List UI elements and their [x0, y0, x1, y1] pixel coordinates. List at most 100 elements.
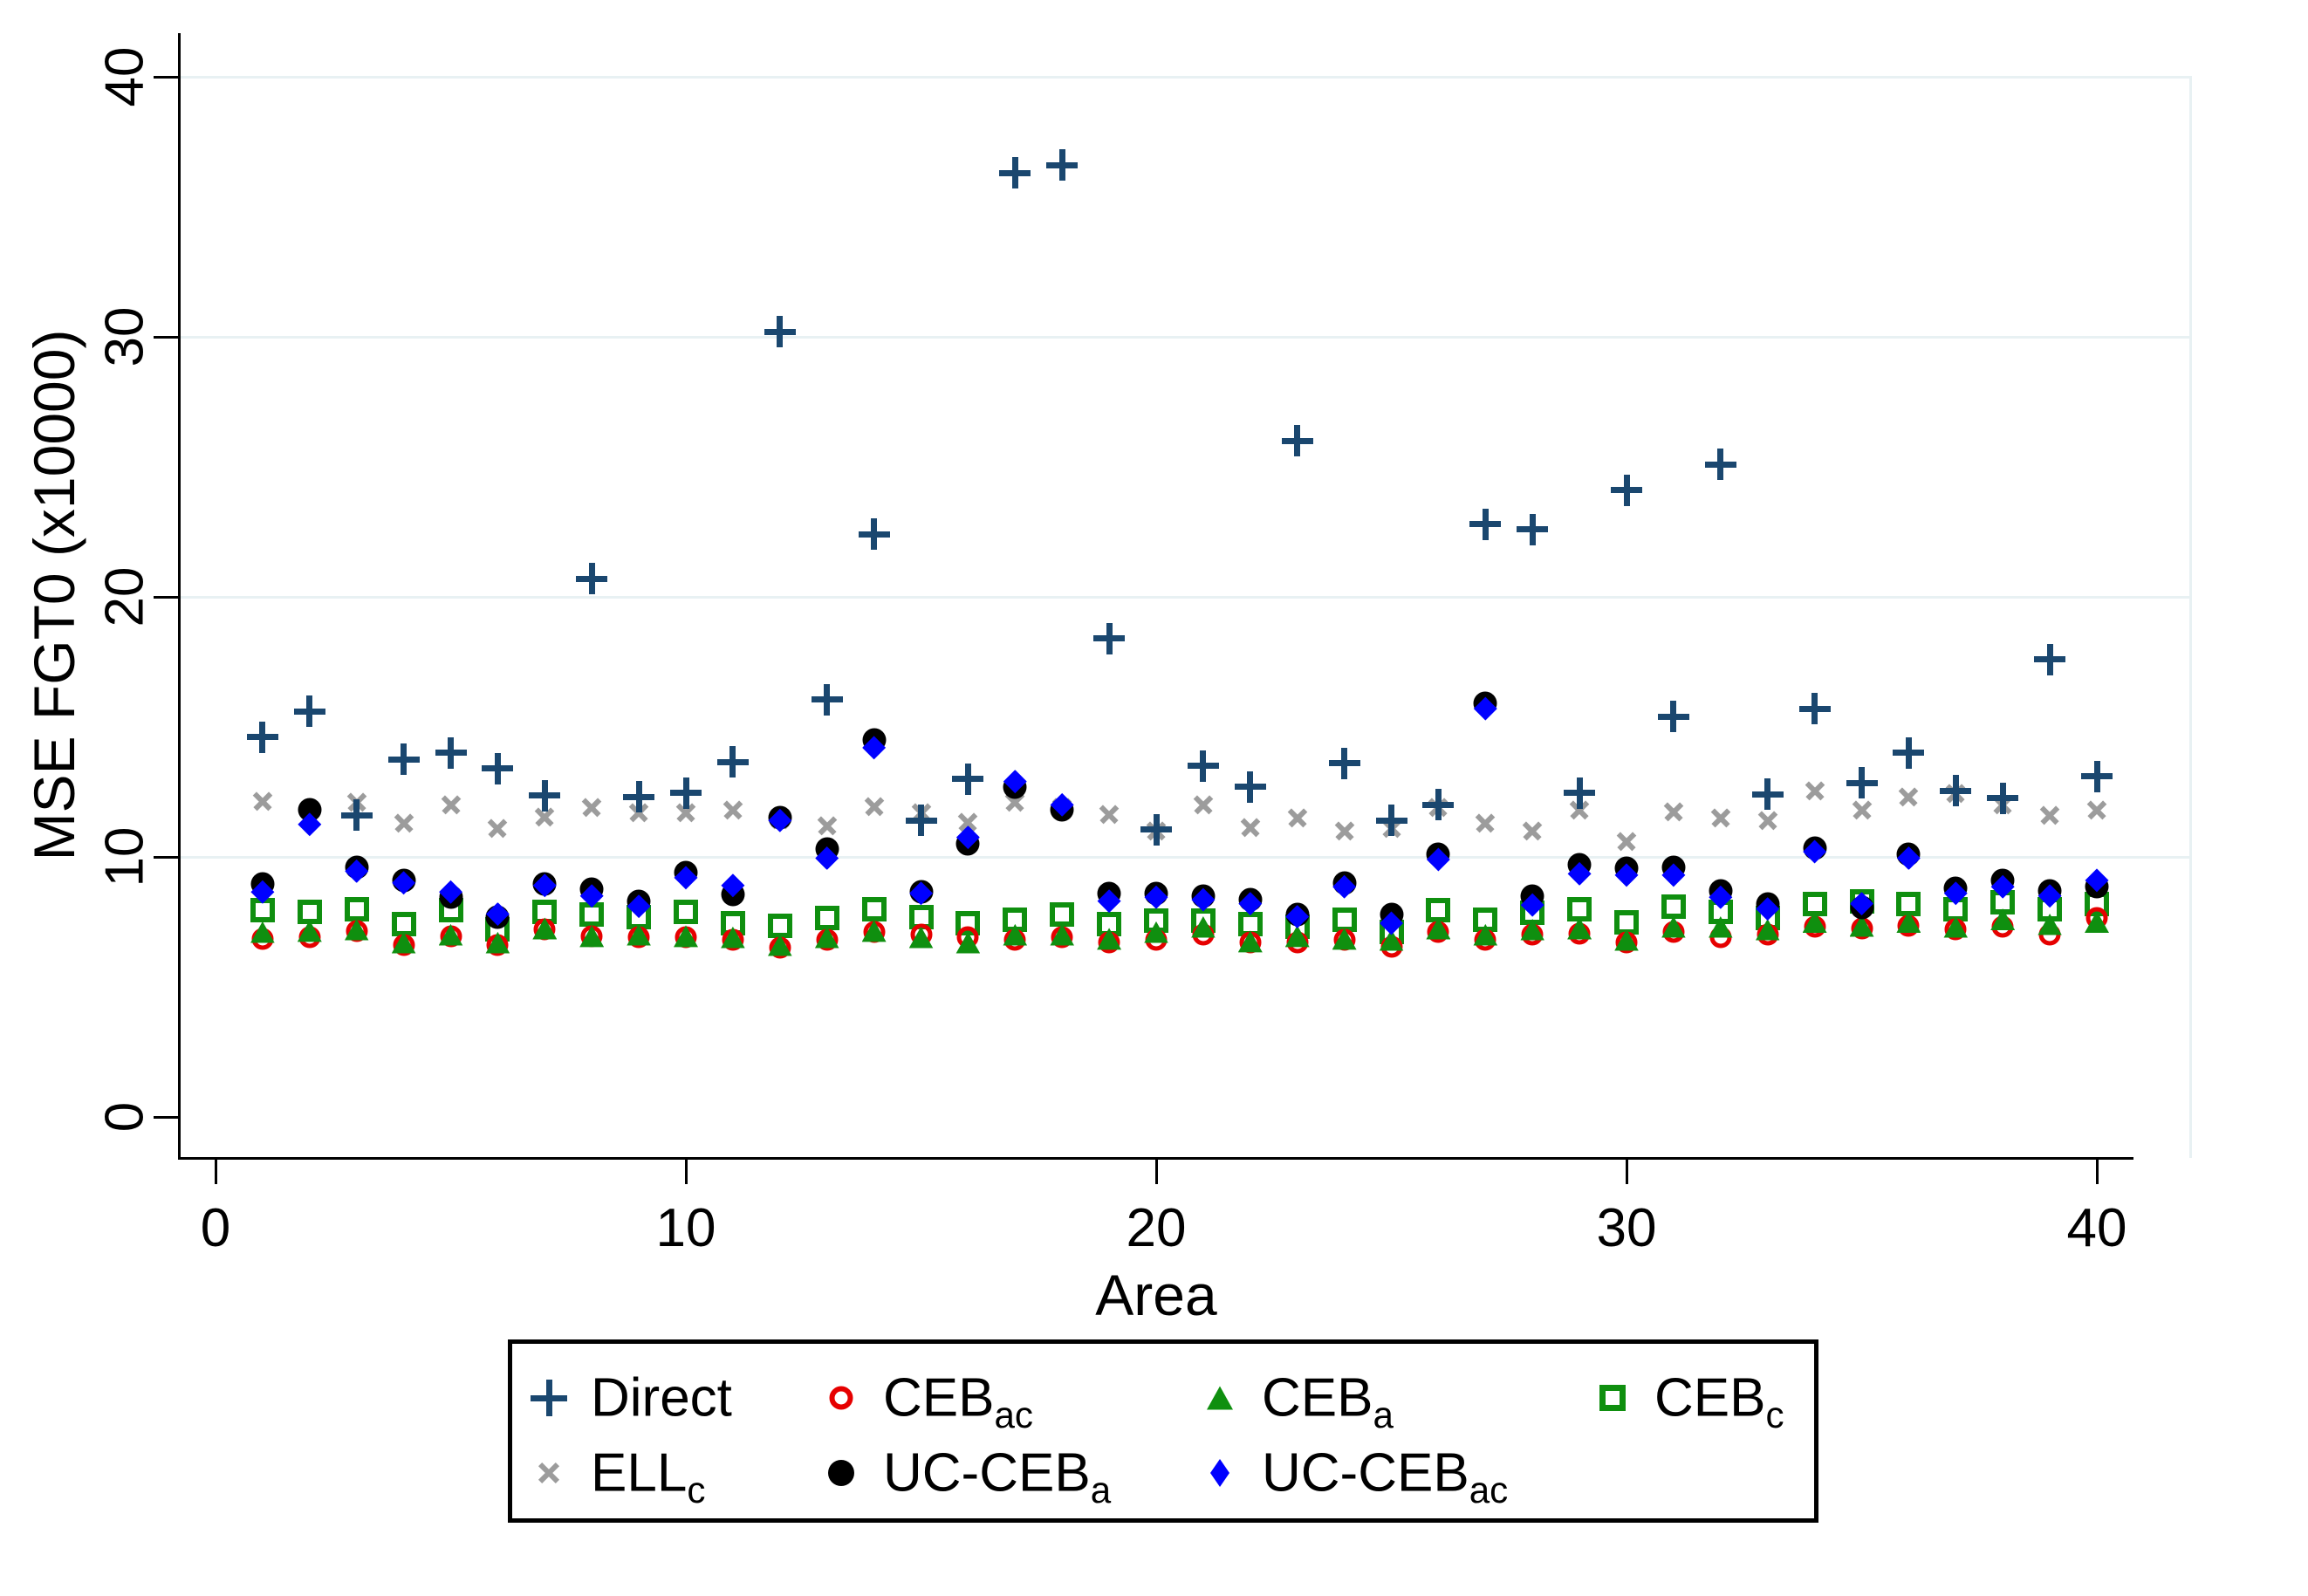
- point-ell-c-area-35: [1846, 795, 1877, 825]
- point-direct-area-29: [1564, 777, 1596, 809]
- point-direct-area-30: [1611, 474, 1642, 506]
- point-ceb-c-area-2: [297, 899, 322, 924]
- y-tick-label-40: 40: [94, 46, 155, 107]
- point-direct-area-8: [576, 563, 608, 595]
- x-axis-line: [178, 1157, 2133, 1160]
- point-direct-area-3: [340, 799, 373, 832]
- point-direct-area-18: [1046, 149, 1079, 182]
- point-direct-area-1: [246, 721, 278, 753]
- point-ceb-c-area-18: [1050, 901, 1075, 927]
- legend-marker-ceb-c-square-open-icon: [1599, 1385, 1626, 1411]
- point-direct-area-9: [623, 781, 655, 813]
- point-ell-c-area-6: [483, 813, 513, 844]
- point-direct-area-33: [1751, 778, 1784, 811]
- legend-label-direct: Direct: [591, 1367, 732, 1428]
- point-ell-c-area-21: [1188, 790, 1218, 820]
- point-direct-area-39: [2034, 643, 2066, 675]
- point-direct-area-38: [1987, 782, 2019, 814]
- y-tick-label-20: 20: [94, 566, 155, 627]
- legend-marker-uc-ceb-ac-diamond-icon: [1210, 1459, 1229, 1487]
- x-tick-40: [2096, 1160, 2099, 1184]
- point-ell-c-area-23: [1282, 803, 1312, 833]
- legend-label-ceb-ac: CEBac: [883, 1367, 1034, 1435]
- point-direct-area-35: [1846, 767, 1878, 799]
- y-axis-line: [178, 33, 181, 1160]
- legend-label-ceb-a: CEBa: [1262, 1367, 1394, 1435]
- point-ceb-c-area-13: [814, 906, 839, 931]
- point-direct-area-10: [670, 777, 702, 809]
- point-ceb-c-area-14: [861, 896, 887, 921]
- y-tick-label-0: 0: [94, 1101, 155, 1133]
- x-tick-label-20: 20: [1126, 1198, 1187, 1258]
- x-tick-30: [1626, 1160, 1628, 1184]
- gridline-y-20: [180, 596, 2191, 599]
- point-direct-area-11: [716, 746, 749, 778]
- point-direct-area-14: [858, 518, 890, 551]
- legend-marker-uc-ceb-a-circle-icon: [828, 1460, 854, 1486]
- legend-label-uc-ceb-a: UC-CEBa: [883, 1442, 1112, 1510]
- y-tick-10: [154, 856, 178, 859]
- point-ell-c-area-22: [1235, 812, 1265, 842]
- point-direct-area-23: [1281, 425, 1313, 457]
- point-ell-c-area-30: [1611, 825, 1641, 856]
- point-direct-area-4: [387, 743, 420, 776]
- gridline-y-30: [180, 336, 2191, 339]
- point-direct-area-6: [482, 752, 514, 784]
- x-tick-label-40: 40: [2066, 1198, 2127, 1258]
- gridline-y-40: [180, 76, 2191, 79]
- y-tick-label-10: 10: [94, 826, 155, 887]
- point-ell-c-area-24: [1329, 816, 1359, 846]
- point-direct-area-26: [1422, 789, 1455, 821]
- point-ell-c-area-1: [247, 785, 277, 816]
- y-axis-title: MSE FGT0 (x10000): [22, 329, 86, 861]
- point-direct-area-17: [999, 157, 1031, 189]
- point-direct-area-5: [435, 736, 467, 769]
- point-direct-area-37: [1940, 775, 1972, 806]
- point-ell-c-area-5: [435, 790, 466, 820]
- legend-label-uc-ceb-ac: UC-CEBac: [1262, 1442, 1509, 1510]
- legend-marker-direct-plus-icon: [531, 1380, 567, 1416]
- point-ell-c-area-19: [1093, 798, 1124, 829]
- point-direct-area-20: [1140, 813, 1172, 846]
- x-tick-label-0: 0: [200, 1198, 231, 1258]
- y-tick-0: [154, 1116, 178, 1119]
- point-ell-c-area-14: [859, 791, 889, 821]
- legend-label-ceb-c: CEBc: [1654, 1367, 1784, 1435]
- point-ceb-c-area-31: [1661, 894, 1686, 919]
- point-direct-area-12: [764, 316, 796, 348]
- point-direct-area-16: [952, 763, 984, 795]
- point-ell-c-area-36: [1894, 782, 1924, 812]
- y-tick-20: [154, 596, 178, 599]
- point-direct-area-34: [1798, 693, 1831, 725]
- point-ell-c-area-28: [1517, 816, 1548, 846]
- point-ell-c-area-11: [717, 795, 748, 825]
- x-tick-label-10: 10: [655, 1198, 716, 1258]
- point-ell-c-area-8: [577, 792, 607, 823]
- legend-label-ell-c: ELLc: [591, 1442, 706, 1510]
- legend-marker-ell-c-x-icon: [531, 1456, 566, 1490]
- x-tick-0: [215, 1160, 217, 1184]
- x-tick-20: [1155, 1160, 1158, 1184]
- point-direct-area-7: [529, 779, 561, 812]
- gridline-y-10: [180, 856, 2191, 859]
- point-ell-c-area-27: [1470, 808, 1501, 839]
- point-ceb-c-area-3: [344, 896, 369, 921]
- point-direct-area-25: [1375, 805, 1407, 837]
- point-direct-area-2: [293, 695, 325, 728]
- legend-marker-ceb-a-triangle-icon: [1207, 1386, 1233, 1410]
- point-ell-c-area-34: [1799, 775, 1830, 805]
- point-direct-area-40: [2081, 760, 2113, 792]
- y-tick-30: [154, 336, 178, 339]
- x-axis-title: Area: [1095, 1263, 1217, 1327]
- legend-marker-ceb-ac-ring-icon: [829, 1386, 853, 1410]
- point-direct-area-24: [1328, 747, 1360, 779]
- point-direct-area-31: [1657, 701, 1689, 733]
- point-direct-area-13: [811, 683, 843, 716]
- point-ell-c-area-40: [2081, 795, 2112, 825]
- point-direct-area-32: [1704, 449, 1736, 481]
- point-ell-c-area-4: [388, 808, 419, 839]
- point-direct-area-27: [1469, 508, 1502, 540]
- point-direct-area-36: [1893, 736, 1925, 769]
- point-direct-area-28: [1517, 513, 1549, 545]
